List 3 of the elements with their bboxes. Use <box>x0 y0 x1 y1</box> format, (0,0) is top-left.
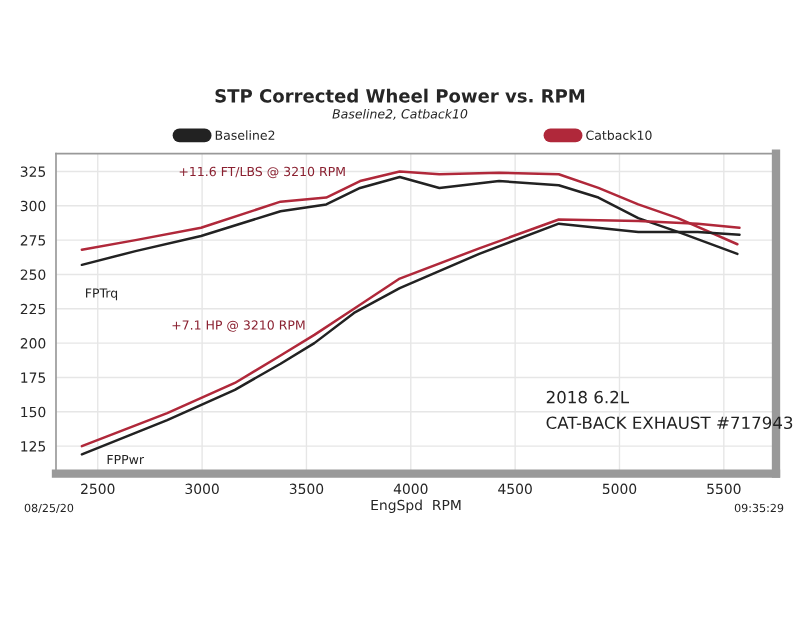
annotation: CAT-BACK EXHAUST #717943 <box>546 416 793 430</box>
chart-title: STP Corrected Wheel Power vs. RPM <box>215 88 585 103</box>
annotation: 2018 6.2L <box>546 390 630 404</box>
